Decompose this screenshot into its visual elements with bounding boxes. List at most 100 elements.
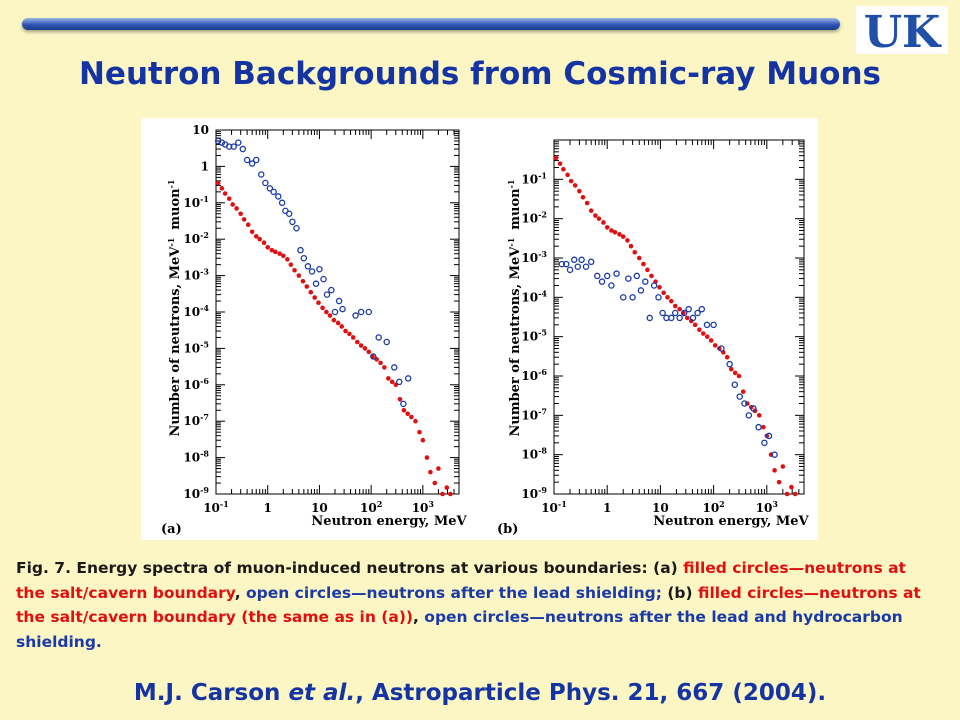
data-point-filled xyxy=(448,491,453,497)
y-tick-label: 10-7 xyxy=(521,406,547,422)
x-tick-label: 1 xyxy=(603,501,611,515)
data-point-filled xyxy=(226,196,232,201)
data-point-open xyxy=(676,314,683,322)
data-point-filled xyxy=(580,194,586,200)
y-axis-label-unit: muon xyxy=(168,188,183,230)
data-point-filled xyxy=(784,491,790,497)
data-point-open xyxy=(563,260,570,268)
data-point-filled xyxy=(789,484,794,490)
data-point-open xyxy=(710,321,717,329)
data-point-filled xyxy=(413,418,418,424)
x-tick-label: 10 xyxy=(311,501,328,515)
data-point-filled xyxy=(257,236,263,242)
y-tick-exponent: -1 xyxy=(538,170,547,180)
data-point-open xyxy=(214,137,222,145)
data-point-open xyxy=(659,309,666,317)
data-point-filled xyxy=(604,225,610,230)
x-tick-label: 10 xyxy=(652,501,669,515)
data-point-open xyxy=(258,171,265,178)
data-point-open xyxy=(285,210,293,218)
data-point-filled xyxy=(292,267,297,273)
plot-frame xyxy=(553,139,805,495)
uk-logo: UK xyxy=(856,6,948,54)
data-point-filled xyxy=(386,376,391,381)
data-point-filled xyxy=(324,309,329,315)
x-tick-exponent: 2 xyxy=(719,499,725,509)
series-filled xyxy=(215,180,453,497)
data-point-open xyxy=(655,294,662,301)
data-point-filled xyxy=(776,479,782,485)
data-point-open xyxy=(668,314,675,322)
data-point-filled xyxy=(609,228,614,233)
data-point-open xyxy=(587,258,595,266)
caption-sep-1: , xyxy=(234,583,246,602)
y-tick-label: 10-5 xyxy=(183,339,209,355)
data-point-open xyxy=(357,308,365,316)
caption-a-open: open circles—neutrons after the lead shi… xyxy=(245,583,662,602)
data-point-open xyxy=(736,393,744,400)
data-point-open xyxy=(243,156,251,164)
data-point-filled xyxy=(645,267,650,273)
data-point-open xyxy=(270,188,277,196)
data-point-filled xyxy=(728,366,734,372)
y-axis-label: Number of neutrons, MeV-1muon-1 xyxy=(506,179,523,436)
data-point-open xyxy=(308,268,316,275)
data-point-filled xyxy=(316,300,321,306)
data-point-filled xyxy=(697,327,702,333)
data-point-open xyxy=(765,432,773,440)
y-axis-label: Number of neutrons, MeV-1muon-1 xyxy=(166,179,183,436)
data-point-filled xyxy=(355,339,360,345)
y-tick-label: 10-8 xyxy=(183,449,209,465)
data-point-filled xyxy=(335,320,341,326)
data-point-filled xyxy=(401,407,407,413)
y-tick-label: 10-3 xyxy=(521,249,547,265)
x-axis-label: Neutron energy, MeV xyxy=(653,514,809,529)
data-point-filled xyxy=(692,322,698,328)
data-point-filled xyxy=(347,331,352,337)
data-point-open xyxy=(328,286,335,294)
data-point-filled xyxy=(684,315,690,321)
data-point-open xyxy=(671,309,679,317)
data-point-open xyxy=(312,280,320,287)
y-tick-label: 1 xyxy=(201,159,209,173)
data-point-filled xyxy=(672,303,678,309)
y-tick-label: 10-6 xyxy=(183,376,209,392)
data-point-filled xyxy=(215,180,221,186)
y-tick-label: 10-2 xyxy=(521,210,547,226)
data-point-filled xyxy=(557,161,563,166)
data-point-open xyxy=(396,378,403,386)
data-point-filled xyxy=(780,464,786,469)
figure-caption: Fig. 7. Energy spectra of muon-induced n… xyxy=(16,556,936,654)
x-tick-exponent: 3 xyxy=(772,499,778,509)
data-point-filled xyxy=(339,324,345,329)
data-point-open xyxy=(239,145,247,153)
y-tick-exponent: -3 xyxy=(200,267,209,277)
data-point-open xyxy=(637,287,645,294)
x-tick-label: 1 xyxy=(264,501,272,515)
y-tick-exponent: -4 xyxy=(200,303,209,313)
data-point-open xyxy=(266,185,274,192)
data-point-filled xyxy=(732,370,738,376)
data-point-filled xyxy=(277,251,282,256)
data-point-filled xyxy=(628,243,634,249)
x-axis-label: Neutron energy, MeV xyxy=(311,514,467,529)
data-point-filled xyxy=(712,343,718,348)
data-point-open xyxy=(331,308,339,316)
data-point-open xyxy=(558,260,566,268)
data-point-open xyxy=(278,199,286,207)
data-point-open xyxy=(248,160,256,167)
data-point-filled xyxy=(288,262,294,267)
data-point-open xyxy=(300,254,308,262)
x-tick-exponent: 2 xyxy=(377,499,383,509)
data-point-filled xyxy=(269,247,275,253)
y-tick-label: 10-5 xyxy=(521,328,547,344)
data-point-filled xyxy=(636,255,642,261)
data-point-open xyxy=(404,375,412,382)
data-point-open xyxy=(625,275,632,282)
data-point-open xyxy=(335,297,343,305)
y-tick-exponent: -8 xyxy=(538,446,547,456)
figure-panel: 10-1 1 10 102 103 10 1 10-1 10-2 10-3 10-4 10-5 10-6… xyxy=(141,118,818,540)
data-point-filled xyxy=(641,261,646,267)
data-point-filled xyxy=(320,305,325,311)
data-point-open xyxy=(275,193,282,200)
